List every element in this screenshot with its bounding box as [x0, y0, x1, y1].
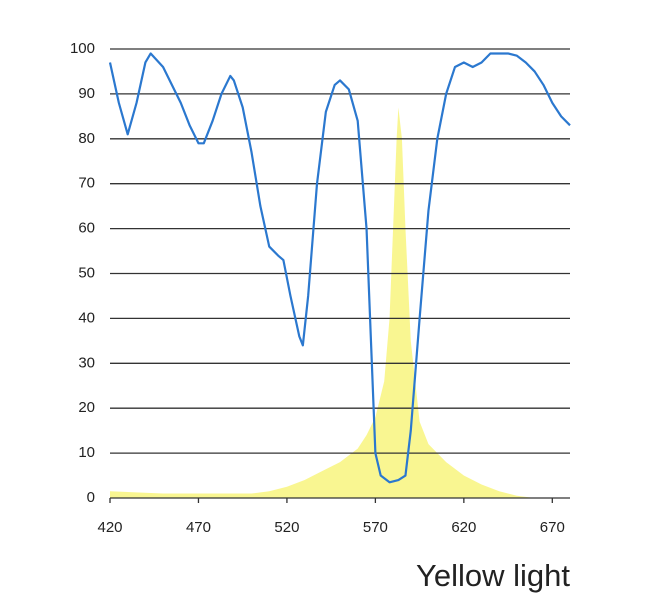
x-tick-label: 670 — [540, 519, 565, 536]
y-tick-label: 60 — [78, 220, 95, 237]
x-tick-label: 520 — [274, 519, 299, 536]
x-tick-label: 620 — [451, 519, 476, 536]
area — [110, 107, 535, 499]
y-tick-label: 20 — [78, 399, 95, 416]
y-tick-label: 10 — [78, 444, 95, 461]
y-tick-label: 50 — [78, 264, 95, 281]
y-tick-label: 90 — [78, 85, 95, 102]
caption: Yellow light — [416, 558, 570, 593]
y-tick-label: 40 — [78, 309, 95, 326]
y-tick-label: 30 — [78, 354, 95, 371]
y-tick-label: 80 — [78, 130, 95, 147]
y-tick-label: 0 — [87, 489, 95, 506]
y-tick-label: 100 — [70, 40, 95, 57]
y-tick-label: 70 — [78, 175, 95, 192]
x-tick-label: 570 — [363, 519, 388, 536]
x-tick-label: 420 — [97, 519, 122, 536]
line — [108, 52, 571, 484]
x-tick-label: 470 — [186, 519, 211, 536]
